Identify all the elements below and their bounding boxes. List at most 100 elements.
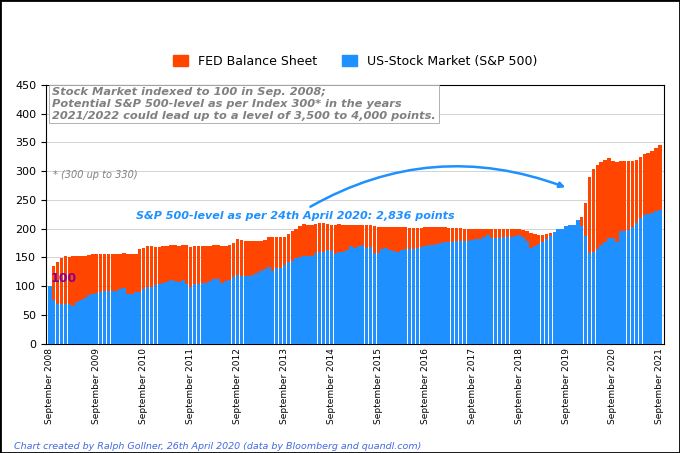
Bar [369,247,372,343]
Bar [208,281,212,343]
Bar [568,225,572,343]
Bar [279,268,282,343]
Bar [216,245,220,343]
Bar [525,241,528,343]
Bar [228,245,231,343]
Bar [545,234,548,343]
Bar [373,253,376,343]
Bar [643,215,646,343]
Bar [580,217,583,343]
Bar [326,250,329,343]
Bar [306,225,309,343]
Bar [353,225,356,343]
Bar [107,291,110,343]
Bar [619,161,623,343]
Bar [400,227,403,343]
Bar [239,276,243,343]
Bar [290,261,294,343]
Bar [91,294,95,343]
Bar [134,292,137,343]
Bar [392,251,396,343]
Bar [122,253,126,343]
Bar [576,220,579,343]
Bar [248,241,251,343]
Bar [255,273,259,343]
Bar [447,228,450,343]
Bar [158,247,161,343]
Bar [517,236,521,343]
Bar [584,236,588,343]
Bar [267,267,271,343]
Bar [216,279,220,343]
Bar [650,151,654,343]
Bar [294,228,298,343]
Bar [537,236,541,343]
Bar [357,246,360,343]
Bar [471,240,474,343]
Bar [482,228,486,343]
Bar [286,262,290,343]
Bar [553,232,556,343]
Bar [138,292,141,343]
Bar [439,227,443,343]
Bar [549,233,552,343]
Bar [173,245,177,343]
Bar [415,247,419,343]
Bar [592,169,595,343]
Bar [349,246,353,343]
Bar [345,251,349,343]
Bar [564,228,568,343]
Bar [596,165,599,343]
Bar [286,234,290,343]
Bar [239,240,243,343]
Bar [263,240,267,343]
Bar [52,266,56,343]
Bar [299,257,302,343]
Bar [658,145,662,343]
Bar [658,210,662,343]
Bar [192,284,197,343]
Bar [337,252,341,343]
Bar [154,285,157,343]
Bar [91,255,95,343]
Bar [556,231,560,343]
Bar [600,245,603,343]
Bar [181,280,184,343]
Bar [150,287,153,343]
Bar [537,244,541,343]
Bar [533,234,537,343]
Bar [64,304,67,343]
Bar [95,293,99,343]
Bar [424,246,427,343]
Bar [177,246,181,343]
Bar [134,255,137,343]
Bar [158,284,161,343]
Bar [243,276,247,343]
Bar [654,211,658,343]
Bar [126,254,130,343]
Bar [330,225,333,343]
Bar [71,255,75,343]
Bar [299,226,302,343]
Bar [275,268,278,343]
Bar [506,237,509,343]
Bar [451,242,454,343]
Bar [619,231,623,343]
Bar [169,280,173,343]
Bar [517,229,521,343]
Bar [337,224,341,343]
Bar [353,247,356,343]
Bar [67,257,71,343]
Bar [232,243,235,343]
Bar [611,161,615,343]
Bar [201,246,204,343]
Bar [75,256,79,343]
Bar [502,236,505,343]
Bar [553,232,556,343]
Bar [424,227,427,343]
Bar [490,229,494,343]
Bar [568,228,572,343]
Bar [52,300,56,343]
Bar [130,294,134,343]
Bar [373,226,376,343]
